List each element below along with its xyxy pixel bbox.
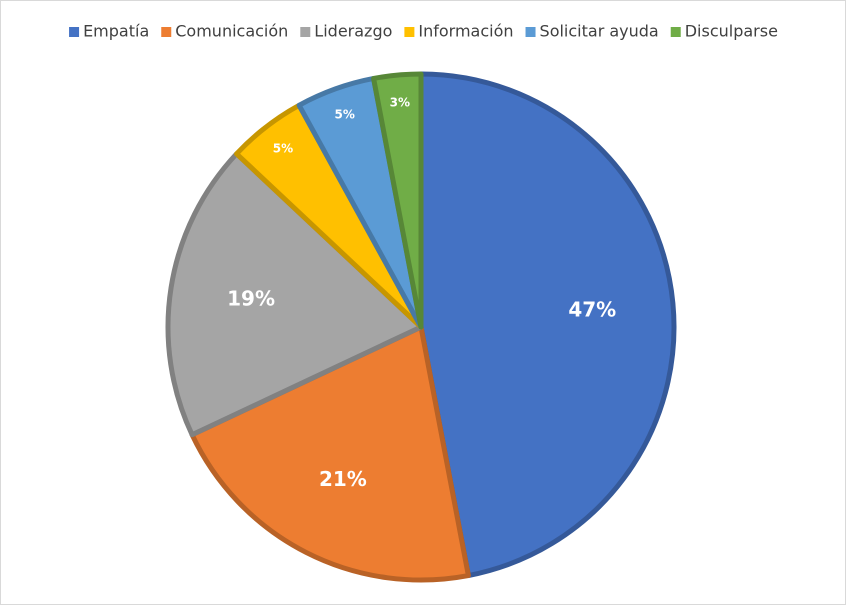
pie-slice: [165, 151, 424, 438]
legend-label: Solicitar ayuda: [540, 22, 659, 41]
legend-label: Liderazgo: [314, 22, 392, 41]
legend-swatch: [69, 27, 80, 37]
data-label: 21%: [319, 467, 367, 491]
data-label: 3%: [390, 95, 410, 109]
legend-swatch: [404, 27, 415, 37]
legend-swatch: [670, 27, 681, 37]
pie-slice: [371, 71, 424, 330]
data-label: 5%: [335, 108, 355, 122]
pie-slice: [418, 71, 677, 579]
data-label: 19%: [227, 287, 275, 311]
legend-label: Información: [418, 22, 513, 41]
pie-slice: [189, 324, 471, 583]
data-label: 47%: [568, 297, 616, 321]
legend-label: Empatía: [83, 22, 149, 41]
legend-swatch: [300, 27, 311, 37]
legend-swatch: [161, 27, 172, 37]
legend-label: Comunicación: [175, 22, 288, 41]
data-label: 5%: [273, 142, 293, 156]
legend-label: Disculparse: [685, 22, 778, 41]
legend-swatch: [525, 27, 536, 37]
